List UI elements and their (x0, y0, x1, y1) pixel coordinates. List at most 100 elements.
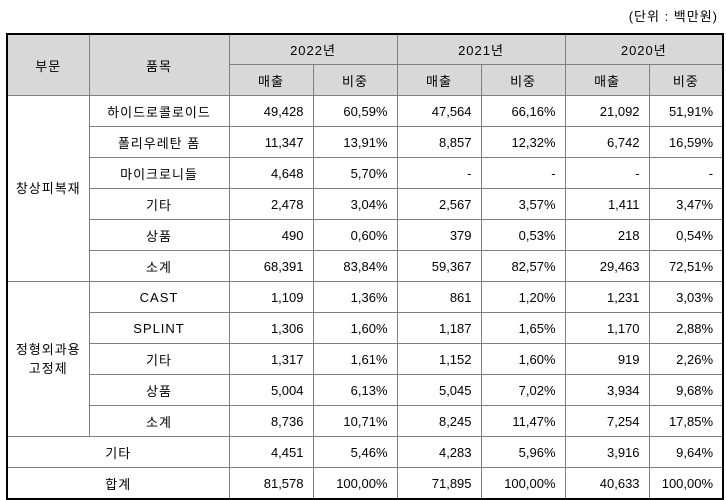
item-cell: 기타 (88, 188, 230, 220)
share-cell: 1,65% (480, 312, 566, 344)
share-cell: 0,60% (312, 219, 398, 251)
table-row: 창상피복재 하이드로콜로이드 49,428 60,59% 47,564 66,1… (6, 95, 724, 282)
header-row-subcolumns: 매출 비중 매출 비중 매출 비중 (7, 64, 724, 96)
revenue-cell: - (396, 157, 482, 189)
revenue-cell: 1,109 (228, 281, 314, 313)
item-cell: 폴리우레탄 폼 (88, 126, 230, 158)
revenue-cell: 7,254 (564, 405, 650, 437)
share-cell: 1,36% (312, 281, 398, 313)
col-header-revenue-2021: 매출 (396, 64, 482, 96)
revenue-cell: - (564, 157, 650, 189)
item-cell: 하이드로콜로이드 (88, 95, 230, 127)
item-cell: 마이크로니들 (88, 157, 230, 189)
revenue-cell: 5,045 (396, 374, 482, 406)
revenue-cell: 1,187 (396, 312, 482, 344)
revenue-cell: 1,306 (228, 312, 314, 344)
table-row: 폴리우레탄 폼 11,347 13,91% 8,857 12,32% 6,742… (7, 126, 724, 158)
revenue-cell: 4,451 (228, 436, 314, 468)
share-cell: 2,26% (648, 343, 724, 375)
share-cell: 72,51% (648, 250, 724, 282)
unit-label: (단위 : 백만원) (628, 9, 718, 24)
footer-label-cell: 기타 (6, 436, 230, 468)
share-cell: 5,70% (312, 157, 398, 189)
share-cell: 9,68% (648, 374, 724, 406)
share-cell: 5,96% (480, 436, 566, 468)
revenue-cell: 5,004 (228, 374, 314, 406)
share-cell: 83,84% (312, 250, 398, 282)
revenue-cell: 71,895 (396, 467, 482, 500)
revenue-cell: 1,411 (564, 188, 650, 220)
share-cell: 16,59% (648, 126, 724, 158)
col-header-revenue-2020: 매출 (564, 64, 650, 96)
item-cell: 상품 (88, 374, 230, 406)
revenue-cell: 2,478 (228, 188, 314, 220)
division-cell: 정형외과용 고정제 (6, 281, 90, 437)
table-row: 합계 81,578 100,00% 71,895 100,00% 40,633 … (6, 467, 724, 500)
share-cell: 9,64% (648, 436, 724, 468)
table-row: SPLINT 1,306 1,60% 1,187 1,65% 1,170 2,8… (7, 312, 724, 344)
revenue-cell: 8,245 (396, 405, 482, 437)
share-cell: 2,88% (648, 312, 724, 344)
col-header-year-2021: 2021년 (396, 33, 566, 65)
revenue-cell: 81,578 (228, 467, 314, 500)
revenue-cell: 8,857 (396, 126, 482, 158)
revenue-cell: 1,152 (396, 343, 482, 375)
share-cell: 17,85% (648, 405, 724, 437)
share-cell: 1,20% (480, 281, 566, 313)
revenue-cell: 4,648 (228, 157, 314, 189)
item-cell: 소계 (88, 405, 230, 437)
share-cell: 60,59% (312, 95, 398, 127)
col-header-share-2021: 비중 (480, 64, 566, 96)
revenue-cell: 379 (396, 219, 482, 251)
col-header-share-2022: 비중 (312, 64, 398, 96)
table-row: 기타 1,317 1,61% 1,152 1,60% 919 2,26% (7, 343, 724, 375)
col-header-division: 부문 (6, 33, 90, 96)
table-row: 상품 490 0,60% 379 0,53% 218 0,54% (7, 219, 724, 251)
share-cell: 1,60% (312, 312, 398, 344)
item-cell: CAST (88, 281, 230, 313)
share-cell: 6,13% (312, 374, 398, 406)
share-cell: 7,02% (480, 374, 566, 406)
revenue-cell: 490 (228, 219, 314, 251)
item-cell: SPLINT (88, 312, 230, 344)
table-row: 마이크로니들 4,648 5,70% - - - - (7, 157, 724, 189)
col-header-share-2020: 비중 (648, 64, 724, 96)
table-row: 소계 8,736 10,71% 8,245 11,47% 7,254 17,85… (7, 405, 724, 437)
item-cell: 상품 (88, 219, 230, 251)
header-row-years: 부문 품목 2022년 2021년 2020년 (6, 33, 724, 96)
col-header-year-2022: 2022년 (228, 33, 398, 65)
share-cell: 1,60% (480, 343, 566, 375)
revenue-cell: 1,231 (564, 281, 650, 313)
share-cell: 11,47% (480, 405, 566, 437)
revenue-cell: 2,567 (396, 188, 482, 220)
item-cell: 기타 (88, 343, 230, 375)
revenue-cell: 21,092 (564, 95, 650, 127)
share-cell: 100,00% (480, 467, 566, 500)
table-row: 기타 2,478 3,04% 2,567 3,57% 1,411 3,47% (7, 188, 724, 220)
share-cell: 12,32% (480, 126, 566, 158)
share-cell: 100,00% (312, 467, 398, 500)
share-cell: 82,57% (480, 250, 566, 282)
revenue-cell: 4,283 (396, 436, 482, 468)
table-row: 소계 68,391 83,84% 59,367 82,57% 29,463 72… (7, 250, 724, 282)
col-header-revenue-2022: 매출 (228, 64, 314, 96)
total-label-cell: 합계 (6, 467, 230, 500)
revenue-cell: 861 (396, 281, 482, 313)
table-row: 기타 4,451 5,46% 4,283 5,96% 3,916 9,64% (6, 436, 724, 468)
share-cell: 3,57% (480, 188, 566, 220)
share-cell: - (480, 157, 566, 189)
share-cell: 13,91% (312, 126, 398, 158)
share-cell: - (648, 157, 724, 189)
share-cell: 66,16% (480, 95, 566, 127)
revenue-cell: 1,170 (564, 312, 650, 344)
table-row: 상품 5,004 6,13% 5,045 7,02% 3,934 9,68% (7, 374, 724, 406)
share-cell: 0,54% (648, 219, 724, 251)
revenue-cell: 6,742 (564, 126, 650, 158)
item-cell: 소계 (88, 250, 230, 282)
revenue-cell: 68,391 (228, 250, 314, 282)
share-cell: 10,71% (312, 405, 398, 437)
share-cell: 3,04% (312, 188, 398, 220)
revenue-cell: 1,317 (228, 343, 314, 375)
revenue-cell: 59,367 (396, 250, 482, 282)
